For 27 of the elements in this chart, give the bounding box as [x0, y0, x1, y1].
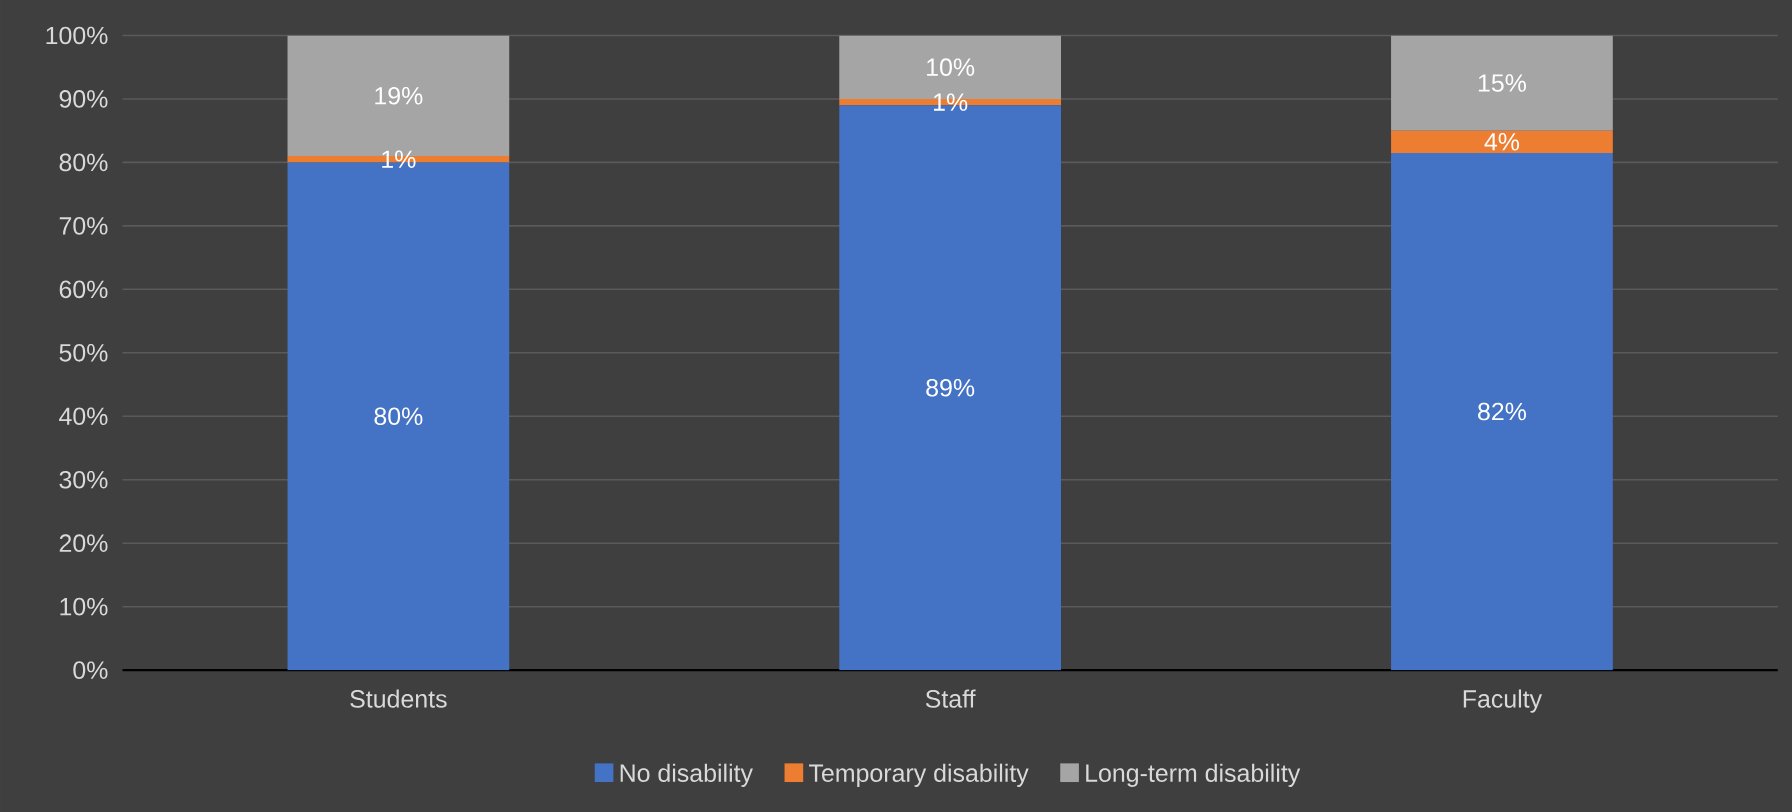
x-tick-label: Students: [350, 689, 447, 708]
y-tick-label: 20%: [59, 534, 108, 553]
bar: [1391, 35, 1613, 131]
data-label: 80%: [374, 407, 423, 426]
y-tick-label: 0%: [73, 661, 108, 679]
y-tick-label: 10%: [60, 597, 108, 616]
y-tick-label: 60%: [59, 280, 108, 299]
y-tick-label: 50%: [59, 343, 108, 362]
data-label: 10%: [927, 58, 975, 77]
y-tick-label: 90%: [59, 90, 108, 108]
legend-label: Temporary disability: [809, 763, 1029, 787]
bar: [1391, 130, 1613, 153]
data-label: 82%: [1478, 402, 1526, 421]
x-tick-label: Staff: [925, 689, 976, 708]
data-label: 15%: [1478, 74, 1526, 92]
y-tick-label: 30%: [59, 470, 108, 489]
x-tick-label: Faculty: [1463, 689, 1543, 713]
legend-label: Long-term disability: [1086, 763, 1301, 787]
y-tick-label: 100%: [46, 26, 108, 45]
bar: [1391, 152, 1613, 671]
y-tick-label: 80%: [59, 153, 108, 172]
data-label: 4%: [1484, 133, 1520, 151]
data-label: 89%: [926, 378, 975, 397]
y-tick-label: 40%: [59, 407, 108, 426]
y-tick-label: 70%: [59, 217, 108, 235]
legend-label: No disability: [620, 763, 753, 787]
data-label: 19%: [375, 86, 423, 105]
